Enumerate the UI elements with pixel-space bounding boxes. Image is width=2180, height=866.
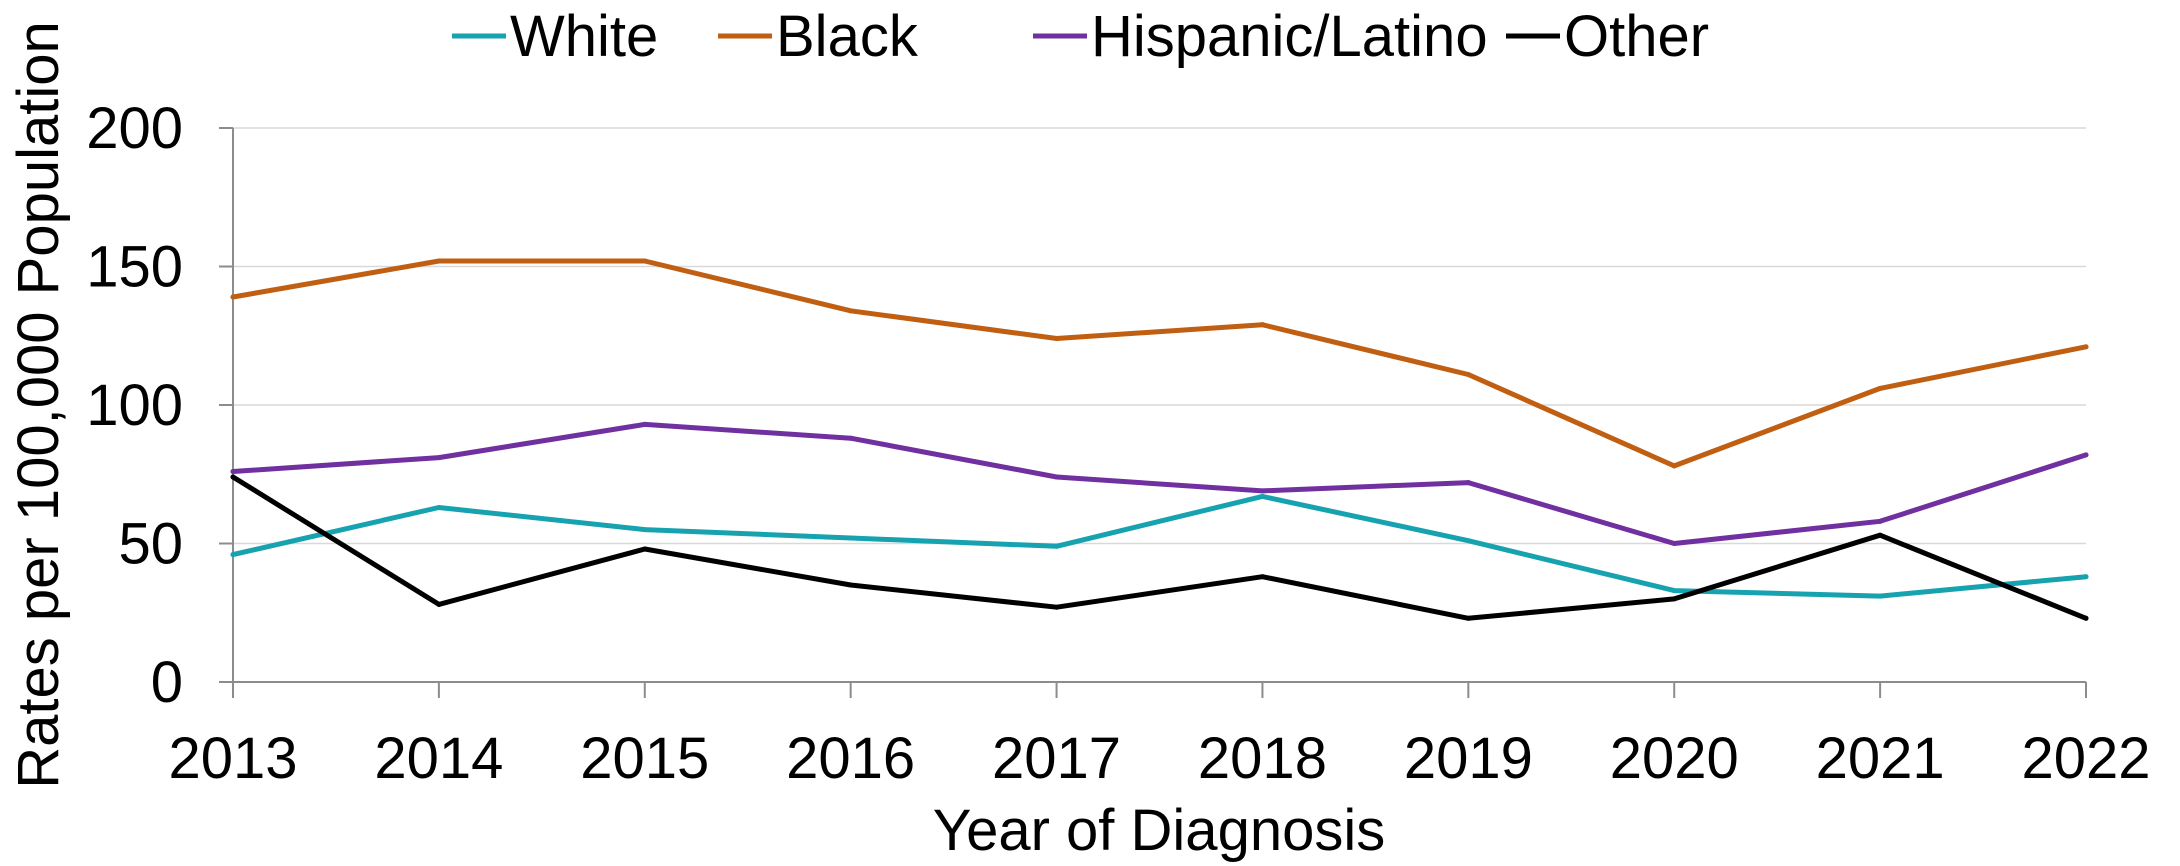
legend: White Black Hispanic/Latino Other <box>452 4 1709 69</box>
data-point-hispanic-latino <box>642 421 648 427</box>
data-point-black <box>436 258 442 264</box>
x-tick-label: 2020 <box>1610 726 1739 791</box>
data-point-hispanic-latino <box>1054 474 1060 480</box>
data-point-black <box>848 308 854 314</box>
series-line-white <box>230 493 2089 599</box>
data-point-hispanic-latino <box>1259 488 1265 494</box>
data-point-black <box>1877 385 1883 391</box>
data-point-black <box>1259 322 1265 328</box>
y-tick-label: 100 <box>86 373 183 438</box>
y-tick-label: 50 <box>118 512 183 577</box>
x-tick-label: 2019 <box>1404 726 1533 791</box>
data-point-hispanic-latino <box>1465 480 1471 486</box>
y-tick-label: 200 <box>86 96 183 161</box>
data-point-white <box>1671 588 1677 594</box>
y-ticks: 0 50 100 150 200 <box>86 96 233 715</box>
data-point-black <box>642 258 648 264</box>
x-axis-title: Year of Diagnosis <box>933 798 1385 863</box>
data-point-white <box>2083 574 2089 580</box>
data-point-other <box>642 546 648 552</box>
data-point-white <box>1259 493 1265 499</box>
gridlines <box>233 127 2086 545</box>
data-point-black <box>1054 336 1060 342</box>
data-point-other <box>1259 574 1265 580</box>
y-axis-title: Rates per 100,000 Population <box>6 21 71 788</box>
data-point-hispanic-latino <box>1671 541 1677 546</box>
x-tick-label: 2016 <box>786 726 915 791</box>
data-point-other <box>230 474 236 480</box>
x-tick-label: 2014 <box>374 726 503 791</box>
data-point-other <box>848 582 854 588</box>
legend-label-other: Other <box>1564 4 1709 69</box>
legend-label-hispanic-latino: Hispanic/Latino <box>1091 4 1488 69</box>
data-point-hispanic-latino <box>436 455 442 461</box>
x-tick-label: 2013 <box>168 726 297 791</box>
legend-label-white: White <box>510 4 658 69</box>
x-tick-label: 2022 <box>2021 726 2150 791</box>
data-point-other <box>436 601 442 607</box>
data-point-black <box>230 294 236 300</box>
series-lines <box>230 258 2089 621</box>
legend-label-black: Black <box>776 4 919 69</box>
data-point-black <box>1465 372 1471 378</box>
data-point-white <box>230 552 236 558</box>
data-point-white <box>436 504 442 510</box>
series-line-black <box>230 258 2089 469</box>
data-point-hispanic-latino <box>2083 452 2089 458</box>
data-point-other <box>1054 604 1060 610</box>
data-point-white <box>1054 543 1060 549</box>
series-line-hispanic-latino <box>230 421 2089 546</box>
data-point-other <box>1671 596 1677 602</box>
data-point-white <box>848 535 854 541</box>
data-point-other <box>2083 615 2089 621</box>
x-tick-label: 2015 <box>580 726 709 791</box>
data-point-black <box>1671 463 1677 469</box>
y-tick-label: 150 <box>86 235 183 300</box>
y-tick-label: 0 <box>151 650 183 715</box>
data-point-black <box>2083 344 2089 350</box>
data-point-other <box>1465 615 1471 621</box>
data-point-white <box>642 527 648 533</box>
data-point-white <box>1877 593 1883 599</box>
x-tick-label: 2018 <box>1198 726 1327 791</box>
x-ticks: 2013 2014 2015 2016 2017 2018 2019 2020 2021 2022 <box>168 682 2151 791</box>
series-line-other <box>230 474 2089 621</box>
data-point-other <box>1877 532 1883 538</box>
x-tick-label: 2017 <box>992 726 1121 791</box>
data-point-hispanic-latino <box>1877 518 1883 524</box>
data-point-white <box>1465 538 1471 544</box>
data-point-hispanic-latino <box>230 468 236 474</box>
x-tick-label: 2021 <box>1816 726 1945 791</box>
data-point-hispanic-latino <box>848 435 854 441</box>
